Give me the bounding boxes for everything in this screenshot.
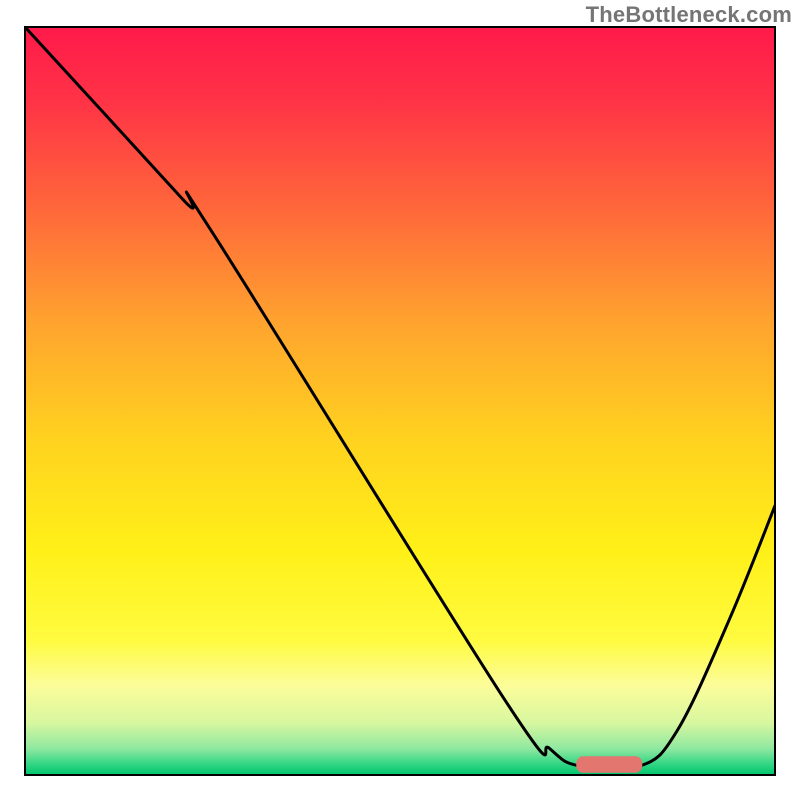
gradient-background [25, 27, 775, 775]
optimal-range-marker [576, 756, 642, 772]
watermark-label: TheBottleneck.com [586, 2, 792, 28]
bottleneck-chart: TheBottleneck.com [0, 0, 800, 800]
chart-svg [0, 0, 800, 800]
